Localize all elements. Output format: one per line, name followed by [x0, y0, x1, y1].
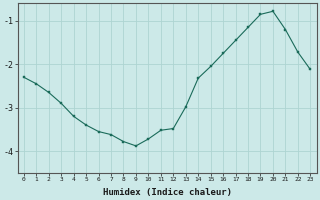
X-axis label: Humidex (Indice chaleur): Humidex (Indice chaleur) — [103, 188, 232, 197]
